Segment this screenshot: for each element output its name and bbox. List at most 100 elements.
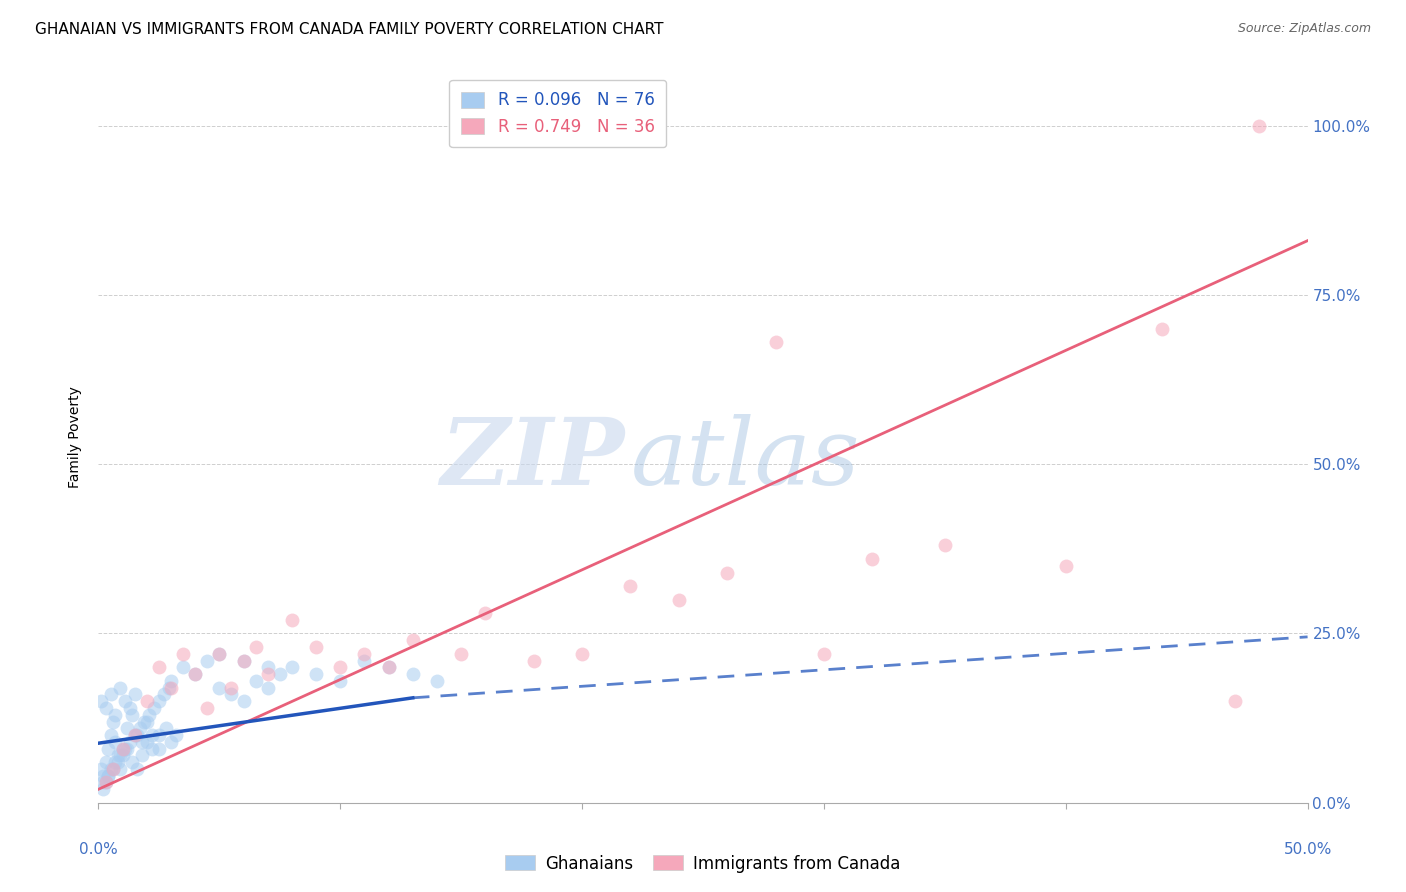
Point [107,755,129,769]
Point [135,714,157,729]
Point [281,660,304,674]
Point [860,552,883,566]
Point [172,647,194,661]
Point [256,667,278,681]
Point [97,769,120,783]
Point [148,728,170,742]
Point [97,741,120,756]
Text: 50.0%: 50.0% [1284,842,1331,856]
Text: atlas: atlas [630,414,860,504]
Point [305,667,328,681]
Point [131,735,153,749]
Point [134,714,156,729]
Point [104,755,127,769]
Point [111,741,134,756]
Point [402,633,425,648]
Point [90,694,112,708]
Point [118,701,141,715]
Point [1054,558,1077,573]
Point [141,741,163,756]
Point [101,762,124,776]
Point [104,707,127,722]
Point [91,769,114,783]
Point [208,647,231,661]
Point [160,735,183,749]
Point [934,538,956,552]
Point [619,579,641,593]
Point [195,701,218,715]
Point [107,748,129,763]
Point [94,775,117,789]
Point [97,769,120,783]
Text: GHANAIAN VS IMMIGRANTS FROM CANADA FAMILY POVERTY CORRELATION CHART: GHANAIAN VS IMMIGRANTS FROM CANADA FAMIL… [35,22,664,37]
Point [100,728,122,742]
Point [135,694,157,708]
Point [108,681,131,695]
Point [221,688,243,702]
Point [111,741,134,756]
Point [402,667,425,681]
Point [100,688,122,702]
Point [329,660,352,674]
Point [108,762,131,776]
Point [127,728,149,742]
Point [141,728,163,742]
Point [128,721,150,735]
Y-axis label: Family Poverty: Family Poverty [69,386,83,488]
Point [90,762,112,776]
Point [94,701,117,715]
Point [813,647,835,661]
Point [108,748,131,763]
Point [124,728,146,742]
Point [94,775,117,789]
Point [101,714,124,729]
Point [765,335,787,350]
Point [474,606,496,620]
Point [256,660,278,674]
Point [221,681,243,695]
Point [232,694,254,708]
Point [148,660,170,674]
Point [160,681,183,695]
Text: Source: ZipAtlas.com: Source: ZipAtlas.com [1237,22,1371,36]
Point [111,748,134,763]
Point [305,640,328,654]
Point [450,647,472,661]
Point [114,694,136,708]
Point [269,667,291,681]
Point [100,762,122,776]
Point [127,762,149,776]
Point [208,681,231,695]
Text: 0.0%: 0.0% [79,842,118,856]
Point [1249,119,1271,133]
Point [377,660,399,674]
Point [172,660,194,674]
Point [165,728,187,742]
Point [143,701,166,715]
Point [232,654,254,668]
Point [245,640,267,654]
Point [160,673,183,688]
Point [195,654,218,668]
Text: ZIP: ZIP [440,414,624,504]
Point [124,728,146,742]
Point [329,673,352,688]
Point [101,762,124,776]
Point [121,755,143,769]
Point [94,755,117,769]
Point [152,688,174,702]
Point [184,667,207,681]
Point [1152,322,1174,336]
Point [232,654,254,668]
Legend: Ghanaians, Immigrants from Canada: Ghanaians, Immigrants from Canada [499,848,907,880]
Point [157,681,180,695]
Point [353,654,375,668]
Point [281,613,304,627]
Point [124,688,146,702]
Point [245,673,267,688]
Point [117,741,139,756]
Point [148,694,170,708]
Point [118,735,141,749]
Point [91,782,114,797]
Point [148,741,170,756]
